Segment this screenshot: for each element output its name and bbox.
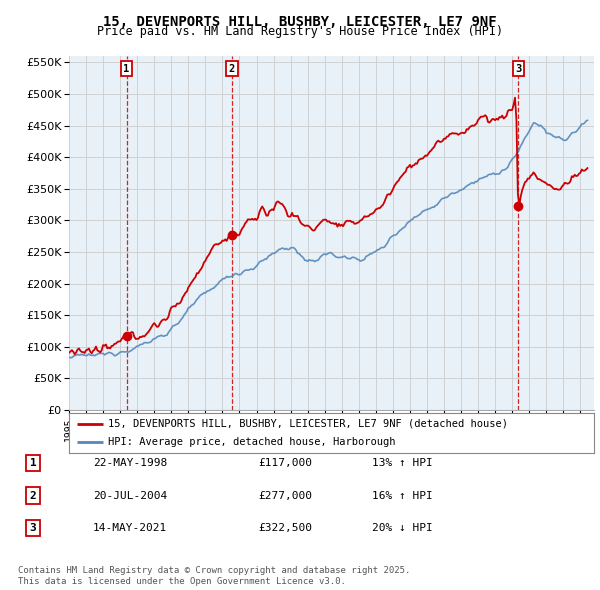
Text: 15, DEVENPORTS HILL, BUSHBY, LEICESTER, LE7 9NF (detached house): 15, DEVENPORTS HILL, BUSHBY, LEICESTER, … xyxy=(109,419,508,429)
Text: 20-JUL-2004: 20-JUL-2004 xyxy=(93,491,167,500)
Text: Contains HM Land Registry data © Crown copyright and database right 2025.
This d: Contains HM Land Registry data © Crown c… xyxy=(18,566,410,586)
Text: 13% ↑ HPI: 13% ↑ HPI xyxy=(372,458,433,468)
Text: 1: 1 xyxy=(124,64,130,74)
Text: 15, DEVENPORTS HILL, BUSHBY, LEICESTER, LE7 9NF: 15, DEVENPORTS HILL, BUSHBY, LEICESTER, … xyxy=(103,15,497,29)
Text: Price paid vs. HM Land Registry's House Price Index (HPI): Price paid vs. HM Land Registry's House … xyxy=(97,25,503,38)
Text: £322,500: £322,500 xyxy=(258,523,312,533)
Text: 2: 2 xyxy=(229,64,235,74)
Text: 3: 3 xyxy=(515,64,521,74)
Text: HPI: Average price, detached house, Harborough: HPI: Average price, detached house, Harb… xyxy=(109,437,396,447)
Text: 2: 2 xyxy=(29,491,37,500)
Text: £277,000: £277,000 xyxy=(258,491,312,500)
Text: 1: 1 xyxy=(29,458,37,468)
Text: 16% ↑ HPI: 16% ↑ HPI xyxy=(372,491,433,500)
Text: £117,000: £117,000 xyxy=(258,458,312,468)
Text: 22-MAY-1998: 22-MAY-1998 xyxy=(93,458,167,468)
Text: 3: 3 xyxy=(29,523,37,533)
Text: 14-MAY-2021: 14-MAY-2021 xyxy=(93,523,167,533)
Text: 20% ↓ HPI: 20% ↓ HPI xyxy=(372,523,433,533)
